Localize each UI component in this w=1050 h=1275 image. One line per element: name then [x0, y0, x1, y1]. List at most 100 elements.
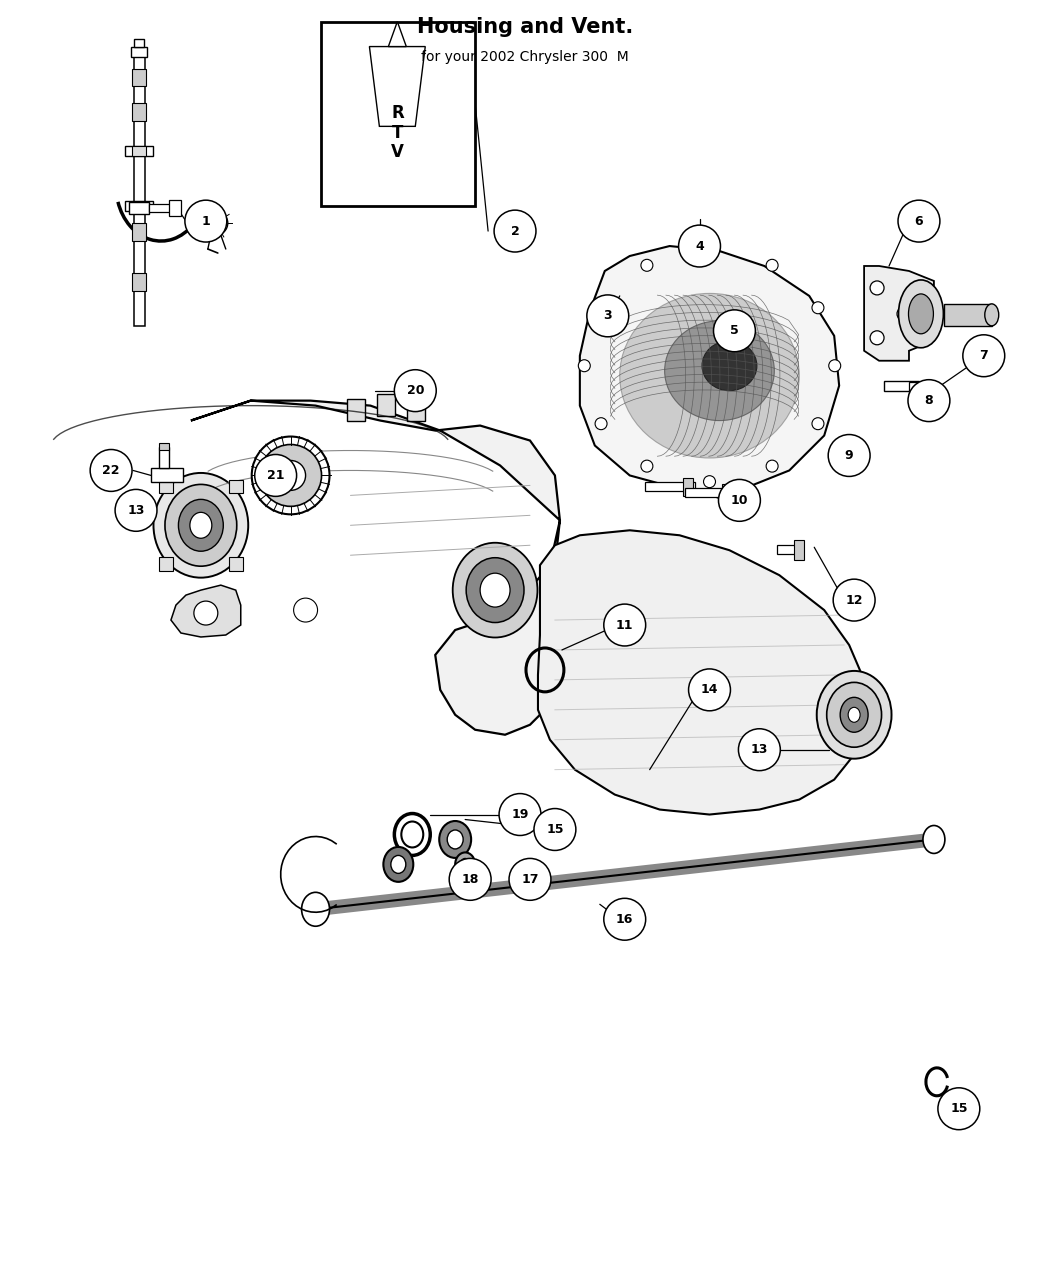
Bar	[134, 38, 144, 47]
Ellipse shape	[391, 856, 405, 873]
Circle shape	[185, 200, 227, 242]
Text: 13: 13	[751, 743, 768, 756]
Circle shape	[116, 490, 158, 532]
Ellipse shape	[843, 450, 855, 464]
Circle shape	[897, 307, 911, 321]
Circle shape	[595, 418, 607, 430]
Ellipse shape	[178, 500, 224, 551]
Ellipse shape	[447, 830, 463, 849]
Bar	[125, 147, 153, 157]
Circle shape	[604, 899, 646, 940]
Circle shape	[834, 579, 875, 621]
Polygon shape	[171, 585, 240, 638]
Text: 3: 3	[604, 310, 612, 323]
Circle shape	[963, 335, 1005, 376]
Ellipse shape	[190, 513, 212, 538]
Circle shape	[718, 479, 760, 521]
Circle shape	[766, 460, 778, 472]
Circle shape	[870, 280, 884, 295]
Text: 13: 13	[127, 504, 145, 516]
Circle shape	[689, 669, 731, 710]
Text: 15: 15	[950, 1103, 968, 1116]
Circle shape	[449, 858, 491, 900]
Text: R
T
V: R T V	[392, 105, 404, 161]
Text: 10: 10	[731, 493, 749, 507]
Polygon shape	[580, 246, 839, 491]
Ellipse shape	[453, 543, 538, 638]
Text: 6: 6	[915, 214, 923, 228]
Bar	[777, 546, 801, 555]
Bar	[685, 488, 734, 497]
Ellipse shape	[665, 321, 774, 421]
Ellipse shape	[899, 280, 943, 348]
Ellipse shape	[153, 473, 248, 578]
Bar	[149, 204, 176, 212]
Bar	[645, 482, 694, 491]
Ellipse shape	[923, 825, 945, 853]
Text: 15: 15	[546, 822, 564, 836]
Ellipse shape	[439, 821, 471, 858]
Ellipse shape	[985, 303, 999, 326]
Ellipse shape	[846, 454, 853, 462]
Circle shape	[766, 259, 778, 272]
Text: 4: 4	[695, 240, 704, 252]
Circle shape	[738, 729, 780, 770]
Bar	[131, 47, 147, 56]
Bar	[159, 557, 172, 571]
Polygon shape	[538, 530, 864, 815]
Text: 2: 2	[510, 224, 520, 237]
Bar	[229, 557, 244, 571]
Bar	[348, 399, 365, 421]
Ellipse shape	[252, 436, 330, 514]
Bar	[695, 226, 704, 254]
Circle shape	[870, 330, 884, 344]
Bar	[132, 69, 146, 87]
Text: 12: 12	[845, 594, 863, 607]
Bar	[682, 478, 693, 496]
Circle shape	[509, 858, 551, 900]
Polygon shape	[191, 400, 560, 734]
Ellipse shape	[460, 858, 470, 871]
Ellipse shape	[840, 697, 868, 732]
Circle shape	[640, 259, 653, 272]
Bar	[132, 201, 146, 212]
Circle shape	[395, 370, 436, 412]
Circle shape	[678, 226, 720, 266]
Circle shape	[731, 330, 744, 344]
Circle shape	[604, 604, 646, 646]
Bar	[377, 394, 396, 416]
Bar	[159, 479, 172, 493]
Text: 20: 20	[406, 384, 424, 397]
Circle shape	[294, 598, 317, 622]
Circle shape	[595, 302, 607, 314]
Circle shape	[908, 380, 950, 422]
Bar	[229, 479, 244, 493]
Text: 11: 11	[616, 618, 633, 631]
Text: 8: 8	[925, 394, 933, 407]
Ellipse shape	[817, 671, 891, 759]
Text: 14: 14	[700, 683, 718, 696]
Text: 22: 22	[102, 464, 120, 477]
Ellipse shape	[165, 484, 236, 566]
Circle shape	[828, 360, 841, 372]
Text: 21: 21	[267, 469, 285, 482]
Circle shape	[90, 450, 132, 491]
Ellipse shape	[620, 293, 799, 458]
Text: 5: 5	[730, 324, 739, 338]
Bar	[151, 468, 183, 482]
Bar	[944, 303, 992, 326]
Bar	[884, 381, 919, 390]
Circle shape	[898, 200, 940, 242]
Ellipse shape	[908, 295, 933, 334]
Circle shape	[587, 295, 629, 337]
Ellipse shape	[480, 574, 510, 607]
Text: for your 2002 Chrysler 300  M: for your 2002 Chrysler 300 M	[421, 50, 629, 64]
Bar	[407, 399, 425, 421]
Text: 9: 9	[845, 449, 854, 462]
Bar	[132, 223, 146, 241]
Text: 17: 17	[521, 873, 539, 886]
Circle shape	[499, 793, 541, 835]
Bar	[159, 442, 169, 450]
Bar	[169, 200, 181, 217]
Circle shape	[495, 210, 536, 252]
